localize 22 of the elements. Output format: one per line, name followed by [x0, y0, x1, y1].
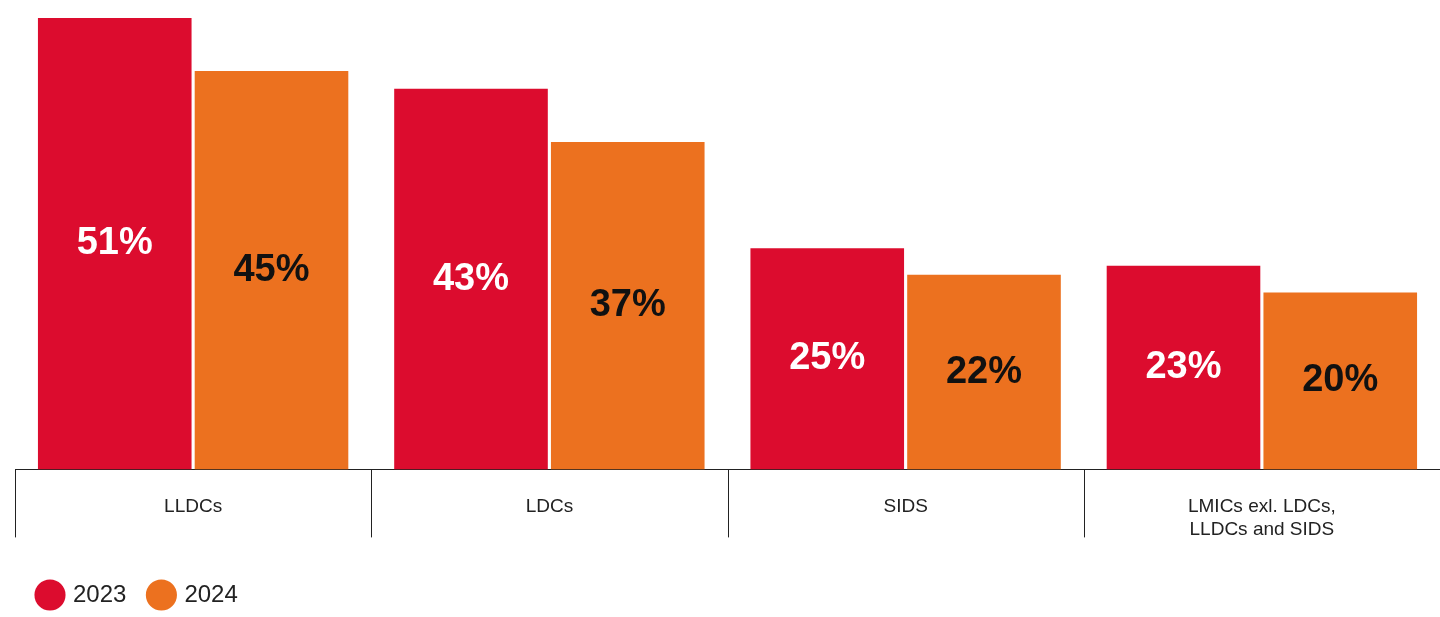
- bar: [394, 88, 548, 470]
- bar: [1263, 292, 1418, 470]
- bar: [1106, 265, 1261, 470]
- x-tick-label: LDCs: [525, 495, 574, 517]
- x-tick-label: LLDCs: [164, 495, 223, 517]
- data-label: 37%: [589, 282, 666, 325]
- data-label: 43%: [432, 255, 510, 298]
- x-tick-label: SIDS: [883, 495, 928, 517]
- data-label: 51%: [76, 220, 153, 263]
- data-label: 45%: [233, 246, 310, 289]
- bar: [750, 248, 905, 470]
- bar: [194, 71, 349, 470]
- data-label: 23%: [1145, 344, 1222, 387]
- x-tick-label: LMICs exl. LDCs, LLDCs and SIDS: [1187, 495, 1336, 539]
- data-label: 25%: [789, 335, 866, 378]
- bar: [907, 274, 1061, 470]
- legend-label: 2024: [184, 579, 238, 607]
- data-label: 22%: [945, 348, 1023, 391]
- data-label: 20%: [1302, 357, 1379, 400]
- legend-label: 2023: [73, 579, 127, 607]
- bar: [550, 141, 705, 470]
- bar: [37, 18, 192, 470]
